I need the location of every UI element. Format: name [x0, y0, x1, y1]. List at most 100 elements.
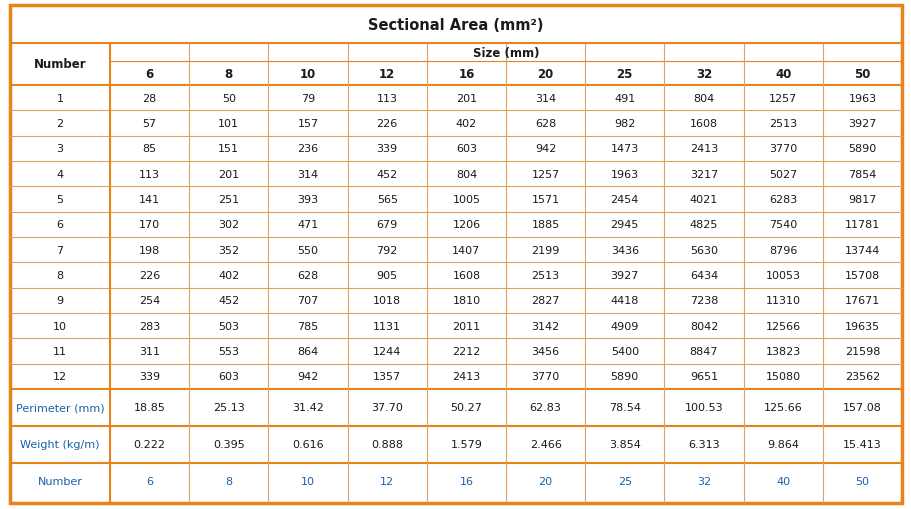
Text: 283: 283	[138, 321, 160, 331]
Text: 5890: 5890	[610, 372, 639, 382]
Text: 16: 16	[457, 67, 474, 80]
Text: 1608: 1608	[690, 119, 717, 129]
Text: 8: 8	[56, 270, 64, 280]
Text: 57: 57	[142, 119, 157, 129]
Text: 628: 628	[535, 119, 556, 129]
Text: 8847: 8847	[689, 346, 718, 356]
Text: 15.413: 15.413	[842, 440, 881, 449]
Text: 8042: 8042	[689, 321, 717, 331]
Text: 13744: 13744	[844, 245, 879, 255]
Text: 226: 226	[376, 119, 397, 129]
Text: 942: 942	[535, 144, 556, 154]
Text: 9.864: 9.864	[766, 440, 798, 449]
Text: Number: Number	[34, 59, 87, 71]
Text: 311: 311	[139, 346, 160, 356]
Text: 113: 113	[139, 169, 160, 179]
Text: 1018: 1018	[373, 296, 401, 306]
Text: 7854: 7854	[847, 169, 875, 179]
Text: 452: 452	[376, 169, 397, 179]
Text: 2945: 2945	[610, 220, 639, 230]
Text: 3217: 3217	[689, 169, 717, 179]
Text: 905: 905	[376, 270, 397, 280]
Text: 4418: 4418	[610, 296, 639, 306]
Text: 4825: 4825	[689, 220, 717, 230]
Text: 201: 201	[456, 94, 476, 103]
Text: 201: 201	[218, 169, 239, 179]
Text: 0.888: 0.888	[371, 440, 403, 449]
Text: 565: 565	[376, 194, 397, 205]
Text: 707: 707	[297, 296, 318, 306]
Text: 78.54: 78.54	[609, 403, 640, 413]
Text: 864: 864	[297, 346, 318, 356]
Text: 982: 982	[613, 119, 635, 129]
Text: 550: 550	[297, 245, 318, 255]
Text: 10053: 10053	[765, 270, 800, 280]
Text: 16: 16	[459, 476, 473, 487]
Text: 6.313: 6.313	[688, 440, 719, 449]
Text: 85: 85	[142, 144, 157, 154]
Text: 6283: 6283	[768, 194, 796, 205]
Text: 32: 32	[696, 476, 711, 487]
Text: 23562: 23562	[844, 372, 879, 382]
Text: 1571: 1571	[531, 194, 559, 205]
Text: 7: 7	[56, 245, 64, 255]
Text: 402: 402	[456, 119, 476, 129]
Text: 3770: 3770	[768, 144, 796, 154]
Text: 1885: 1885	[531, 220, 559, 230]
Text: 21598: 21598	[844, 346, 879, 356]
Text: 40: 40	[775, 476, 790, 487]
Text: 603: 603	[456, 144, 476, 154]
Text: 28: 28	[142, 94, 157, 103]
Text: 10: 10	[53, 321, 67, 331]
Text: 6434: 6434	[689, 270, 717, 280]
Text: 5630: 5630	[690, 245, 717, 255]
Text: 125.66: 125.66	[763, 403, 802, 413]
Text: 3436: 3436	[610, 245, 639, 255]
Text: 11: 11	[53, 346, 67, 356]
Text: 170: 170	[138, 220, 160, 230]
Text: 25.13: 25.13	[212, 403, 244, 413]
Text: 6: 6	[146, 476, 153, 487]
Text: 31.42: 31.42	[292, 403, 323, 413]
Text: 1131: 1131	[373, 321, 401, 331]
Text: 20: 20	[537, 67, 553, 80]
Text: 3456: 3456	[531, 346, 559, 356]
Text: 1963: 1963	[610, 169, 639, 179]
Text: 113: 113	[376, 94, 397, 103]
Text: 5890: 5890	[847, 144, 875, 154]
Text: 1244: 1244	[373, 346, 401, 356]
Text: 603: 603	[218, 372, 239, 382]
Text: 2513: 2513	[768, 119, 796, 129]
Text: 1608: 1608	[452, 270, 480, 280]
Text: 12: 12	[379, 67, 394, 80]
Text: 8796: 8796	[768, 245, 796, 255]
Text: 12: 12	[380, 476, 394, 487]
Text: 141: 141	[138, 194, 160, 205]
Text: 11310: 11310	[765, 296, 800, 306]
Text: 942: 942	[297, 372, 318, 382]
Text: 5400: 5400	[610, 346, 639, 356]
Text: 79: 79	[301, 94, 315, 103]
Text: 1473: 1473	[610, 144, 639, 154]
Text: 1005: 1005	[452, 194, 480, 205]
Text: 7540: 7540	[768, 220, 796, 230]
Text: 0.616: 0.616	[292, 440, 323, 449]
Text: 3927: 3927	[610, 270, 639, 280]
Text: 17671: 17671	[844, 296, 879, 306]
Text: 101: 101	[218, 119, 239, 129]
Text: 2513: 2513	[531, 270, 559, 280]
Text: 4021: 4021	[689, 194, 717, 205]
Text: 2.466: 2.466	[529, 440, 561, 449]
Text: Perimeter (mm): Perimeter (mm)	[15, 403, 104, 413]
Text: 2199: 2199	[531, 245, 559, 255]
Text: 25: 25	[617, 476, 631, 487]
Text: 50: 50	[854, 67, 870, 80]
Text: 804: 804	[456, 169, 476, 179]
Text: 1257: 1257	[531, 169, 559, 179]
Text: 3.854: 3.854	[609, 440, 640, 449]
Text: 20: 20	[538, 476, 552, 487]
Text: 15080: 15080	[765, 372, 800, 382]
Text: 2413: 2413	[689, 144, 717, 154]
Text: 10: 10	[301, 476, 314, 487]
Text: 1963: 1963	[847, 94, 875, 103]
